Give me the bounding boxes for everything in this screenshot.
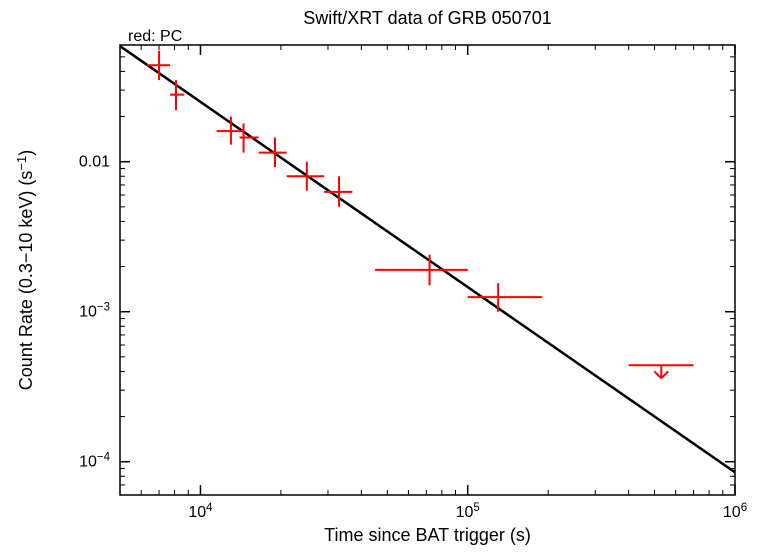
y-axis-label: Count Rate (0.3−10 keV) (s−1) [14,150,36,390]
chart-title: Swift/XRT data of GRB 050701 [303,8,551,28]
chart-svg: 10410510610−410−30.01Swift/XRT data of G… [0,0,766,558]
chart-container: 10410510610−410−30.01Swift/XRT data of G… [0,0,766,558]
svg-text:0.01: 0.01 [79,154,110,171]
x-axis-label: Time since BAT trigger (s) [324,525,531,545]
chart-annotation: red: PC [128,28,182,45]
